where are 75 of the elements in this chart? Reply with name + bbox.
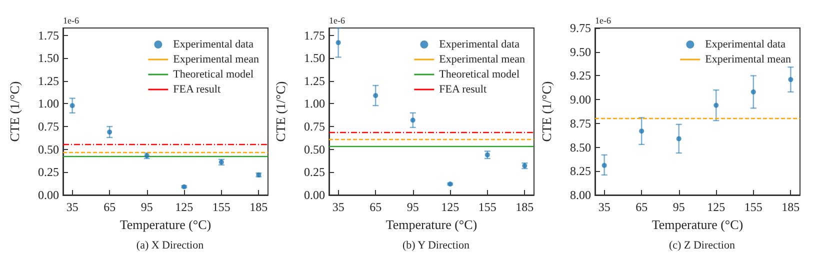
- legend-label: Experimental mean: [439, 54, 526, 66]
- text: (b) Y Direction: [402, 240, 470, 252]
- x-tick-label: 125: [707, 200, 726, 214]
- point: [750, 89, 756, 94]
- y-tick-label: 9.25: [570, 68, 591, 83]
- legend-label: Experimental data: [439, 38, 520, 50]
- point: [373, 93, 378, 98]
- legend-label: FEA result: [439, 84, 487, 96]
- y-tick-label: 1.00: [304, 96, 325, 111]
- y-tick-label: 1.50: [304, 51, 325, 66]
- x-tick-label: 155: [744, 200, 762, 214]
- x-tick-label: 125: [441, 200, 460, 214]
- x-tick-label: 35: [598, 200, 610, 214]
- point: [639, 128, 644, 134]
- x-tick-label: 125: [175, 200, 194, 214]
- x-tick-label: 95: [672, 200, 685, 214]
- y-tick-label: 0.75: [38, 120, 59, 134]
- x-tick-label: 185: [516, 200, 534, 214]
- y-tick-label: 0.50: [304, 142, 325, 156]
- y-tick-label: 0.00: [38, 188, 59, 202]
- y-tick-label: 9.75: [570, 21, 591, 35]
- legend-label: Experimental data: [173, 38, 254, 50]
- text: 1e-6: [329, 16, 346, 26]
- text: (c) Z Direction: [669, 240, 736, 252]
- point: [714, 102, 719, 108]
- legend-label: Theoretical model: [173, 68, 254, 80]
- point: [676, 136, 682, 142]
- legend-label: Experimental data: [705, 38, 786, 50]
- x-tick-label: 155: [478, 200, 496, 214]
- x-axis-title: Temperature (°C): [652, 216, 744, 232]
- x-tick-label: 185: [250, 200, 268, 214]
- point: [70, 103, 75, 108]
- point: [336, 40, 341, 46]
- text: (a) X Direction: [136, 240, 204, 252]
- y-tick-label: 0.25: [304, 165, 325, 180]
- legend-label: Experimental mean: [173, 54, 260, 66]
- x-tick-label: 185: [782, 200, 800, 214]
- y-tick-label: 1.25: [304, 74, 325, 88]
- y-tick-label: 0.75: [304, 120, 325, 134]
- x-tick-label: 65: [636, 200, 648, 214]
- y-tick-label: 1.75: [304, 28, 325, 42]
- y-tick-label: 8.25: [570, 164, 591, 178]
- y-tick-label: 8.50: [570, 140, 591, 154]
- y-tick-label: 0.50: [38, 142, 59, 156]
- y-tick-label: 8.00: [570, 188, 591, 202]
- y-tick-label: 0.00: [304, 188, 325, 202]
- y-tick-label: 1.75: [38, 28, 59, 42]
- text: 1e-6: [63, 16, 80, 26]
- x-tick-label: 35: [332, 200, 344, 214]
- x-axis-title: Temperature (°C): [386, 216, 478, 232]
- x-tick-label: 155: [212, 200, 230, 214]
- point: [107, 130, 112, 135]
- y-tick-label: 0.25: [38, 165, 59, 180]
- point: [788, 77, 794, 82]
- x-tick-label: 35: [66, 200, 78, 214]
- legend-label: FEA result: [173, 84, 221, 96]
- x-axis-title: Temperature (°C): [120, 216, 212, 232]
- x-tick-label: 95: [406, 200, 419, 214]
- y-tick-label: 1.25: [38, 74, 59, 88]
- y-axis-title: CTE (1/°C): [539, 81, 554, 142]
- point: [410, 118, 416, 123]
- legend-label: Experimental mean: [705, 54, 792, 66]
- x-tick-label: 65: [370, 200, 382, 214]
- x-tick-label: 95: [140, 200, 153, 214]
- x-tick-label: 65: [104, 200, 116, 214]
- legend-label: Theoretical model: [439, 68, 520, 80]
- text: 1e-6: [595, 16, 612, 26]
- point: [602, 162, 607, 168]
- y-tick-label: 9.50: [570, 44, 591, 59]
- y-axis-title: CTE (1/°C): [273, 81, 288, 142]
- y-tick-label: 8.75: [570, 116, 591, 130]
- y-tick-label: 9.00: [570, 92, 591, 107]
- y-tick-label: 1.50: [38, 51, 59, 66]
- y-axis-title: CTE (1/°C): [7, 81, 22, 142]
- y-tick-label: 1.00: [38, 96, 59, 111]
